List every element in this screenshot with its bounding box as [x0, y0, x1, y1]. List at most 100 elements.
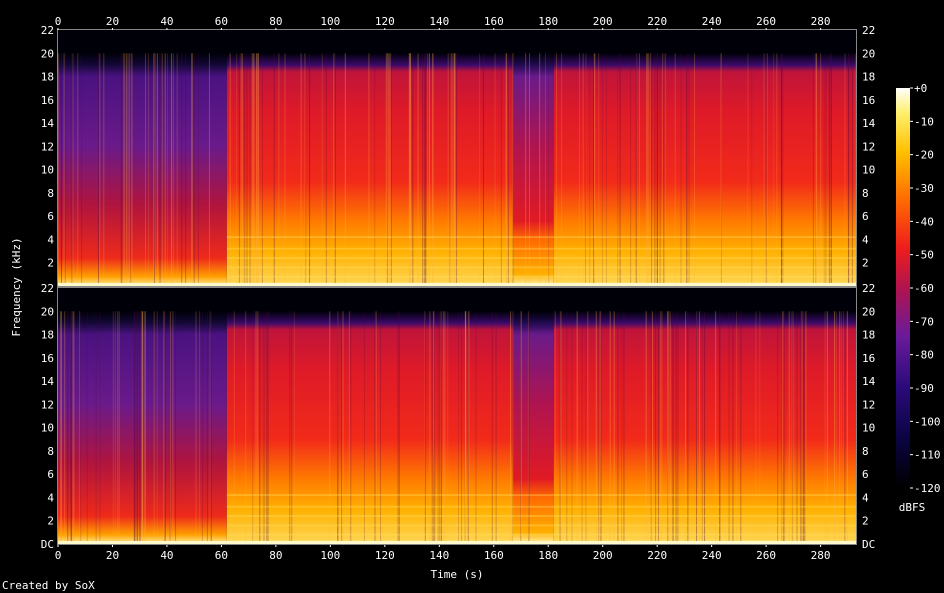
credit-text: Created by SoX — [2, 579, 95, 592]
texture-streak — [172, 53, 174, 286]
texture-streak — [649, 53, 651, 286]
texture-streak — [782, 311, 784, 544]
y-tick-label-left: 6 — [47, 468, 54, 481]
texture-streak — [60, 53, 62, 286]
texture-streak — [337, 311, 339, 544]
y-tick-label-right: 14 — [862, 375, 876, 388]
texture-streak — [342, 311, 344, 544]
texture-streak — [398, 311, 400, 544]
texture-streak — [255, 311, 257, 544]
texture-streak — [704, 311, 706, 544]
texture-streak — [267, 311, 269, 544]
texture-streak — [656, 53, 658, 286]
texture-streak — [461, 311, 463, 544]
texture-streak — [696, 311, 698, 544]
texture-streak — [617, 311, 619, 544]
texture-streak — [617, 53, 619, 286]
texture-streak — [60, 311, 62, 544]
texture-streak — [251, 53, 253, 286]
texture-streak — [397, 311, 399, 544]
texture-streak — [544, 53, 546, 286]
harmonic-band — [226, 275, 857, 278]
harmonic-band — [226, 266, 857, 269]
panel-frame — [57, 287, 857, 545]
colorbar-tick-label: -10 — [914, 115, 934, 128]
texture-streak — [815, 53, 817, 286]
texture-streak — [117, 311, 119, 544]
texture-streak — [143, 311, 145, 544]
texture-streak — [801, 311, 803, 544]
texture-streak — [153, 311, 155, 544]
texture-streak — [201, 311, 203, 544]
texture-streak — [788, 311, 790, 544]
texture-streak — [423, 53, 425, 286]
texture-streak — [655, 311, 657, 544]
texture-streak — [844, 53, 846, 286]
colorbar-tick-label: -110 — [914, 449, 941, 462]
colorbar-tick-label: -60 — [914, 282, 934, 295]
texture-streak — [124, 53, 126, 286]
texture-streak — [651, 53, 653, 286]
texture-streak — [387, 53, 389, 286]
colorbar-tick-label: +0 — [914, 82, 927, 95]
y-tick-label-left: 12 — [41, 140, 54, 153]
x-tick-label-top: 40 — [160, 15, 173, 28]
texture-streak — [667, 311, 669, 544]
texture-streak — [505, 53, 507, 286]
texture-streak — [163, 311, 165, 544]
texture-streak — [776, 53, 778, 286]
texture-streak — [153, 53, 155, 286]
texture-streak — [144, 311, 146, 544]
texture-streak — [427, 53, 429, 286]
y-tick-label-right: 6 — [862, 210, 869, 223]
texture-streak — [434, 311, 436, 544]
texture-streak — [130, 53, 132, 286]
texture-streak — [305, 53, 307, 286]
texture-streak — [374, 53, 376, 286]
texture-streak — [595, 311, 597, 544]
texture-streak — [424, 311, 426, 544]
texture-streak — [123, 53, 125, 286]
texture-streak — [675, 311, 677, 544]
texture-streak — [773, 53, 775, 286]
colorbar-tick-label: -90 — [914, 382, 934, 395]
texture-streak — [672, 311, 674, 544]
texture-streak — [805, 311, 807, 544]
texture-streak — [651, 311, 653, 544]
texture-streak — [156, 311, 158, 544]
texture-streak — [97, 53, 99, 286]
texture-streak — [71, 311, 73, 544]
y-tick-label-left: 16 — [41, 94, 54, 107]
texture-streak — [784, 311, 786, 544]
texture-streak — [494, 53, 496, 286]
texture-streak — [464, 311, 466, 544]
texture-streak — [687, 311, 689, 544]
texture-streak — [834, 311, 836, 544]
texture-streak — [197, 53, 199, 286]
texture-streak — [131, 53, 133, 286]
texture-streak — [289, 311, 291, 544]
texture-streak — [86, 311, 88, 544]
texture-streak — [443, 311, 445, 544]
texture-streak — [253, 53, 255, 286]
colorbar-tick-label: -120 — [914, 482, 941, 495]
y-tick-label-left: 16 — [41, 352, 54, 365]
texture-streak — [390, 53, 392, 286]
texture-streak — [780, 53, 782, 286]
texture-streak — [824, 311, 826, 544]
texture-streak — [167, 53, 169, 286]
texture-streak — [121, 53, 123, 286]
texture-streak — [765, 53, 767, 286]
texture-streak — [266, 311, 268, 544]
texture-streak — [252, 53, 254, 286]
texture-streak — [720, 53, 722, 286]
texture-streak — [449, 53, 451, 286]
texture-streak — [337, 311, 339, 544]
texture-streak — [656, 53, 658, 286]
texture-streak — [715, 311, 717, 544]
x-tick-label-top: 260 — [756, 15, 776, 28]
texture-streak — [432, 53, 434, 286]
texture-streak — [99, 53, 101, 286]
texture-streak — [131, 53, 133, 286]
texture-streak — [374, 311, 376, 544]
